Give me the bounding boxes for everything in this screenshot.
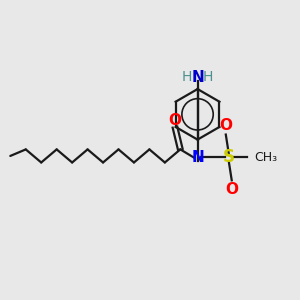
Text: O: O <box>225 182 238 197</box>
Text: H: H <box>203 70 213 84</box>
Text: O: O <box>169 113 182 128</box>
Text: H: H <box>182 70 192 84</box>
Text: N: N <box>191 70 204 85</box>
Text: O: O <box>219 118 232 133</box>
Text: N: N <box>191 150 204 165</box>
Text: CH₃: CH₃ <box>254 151 277 164</box>
Text: S: S <box>223 148 235 166</box>
